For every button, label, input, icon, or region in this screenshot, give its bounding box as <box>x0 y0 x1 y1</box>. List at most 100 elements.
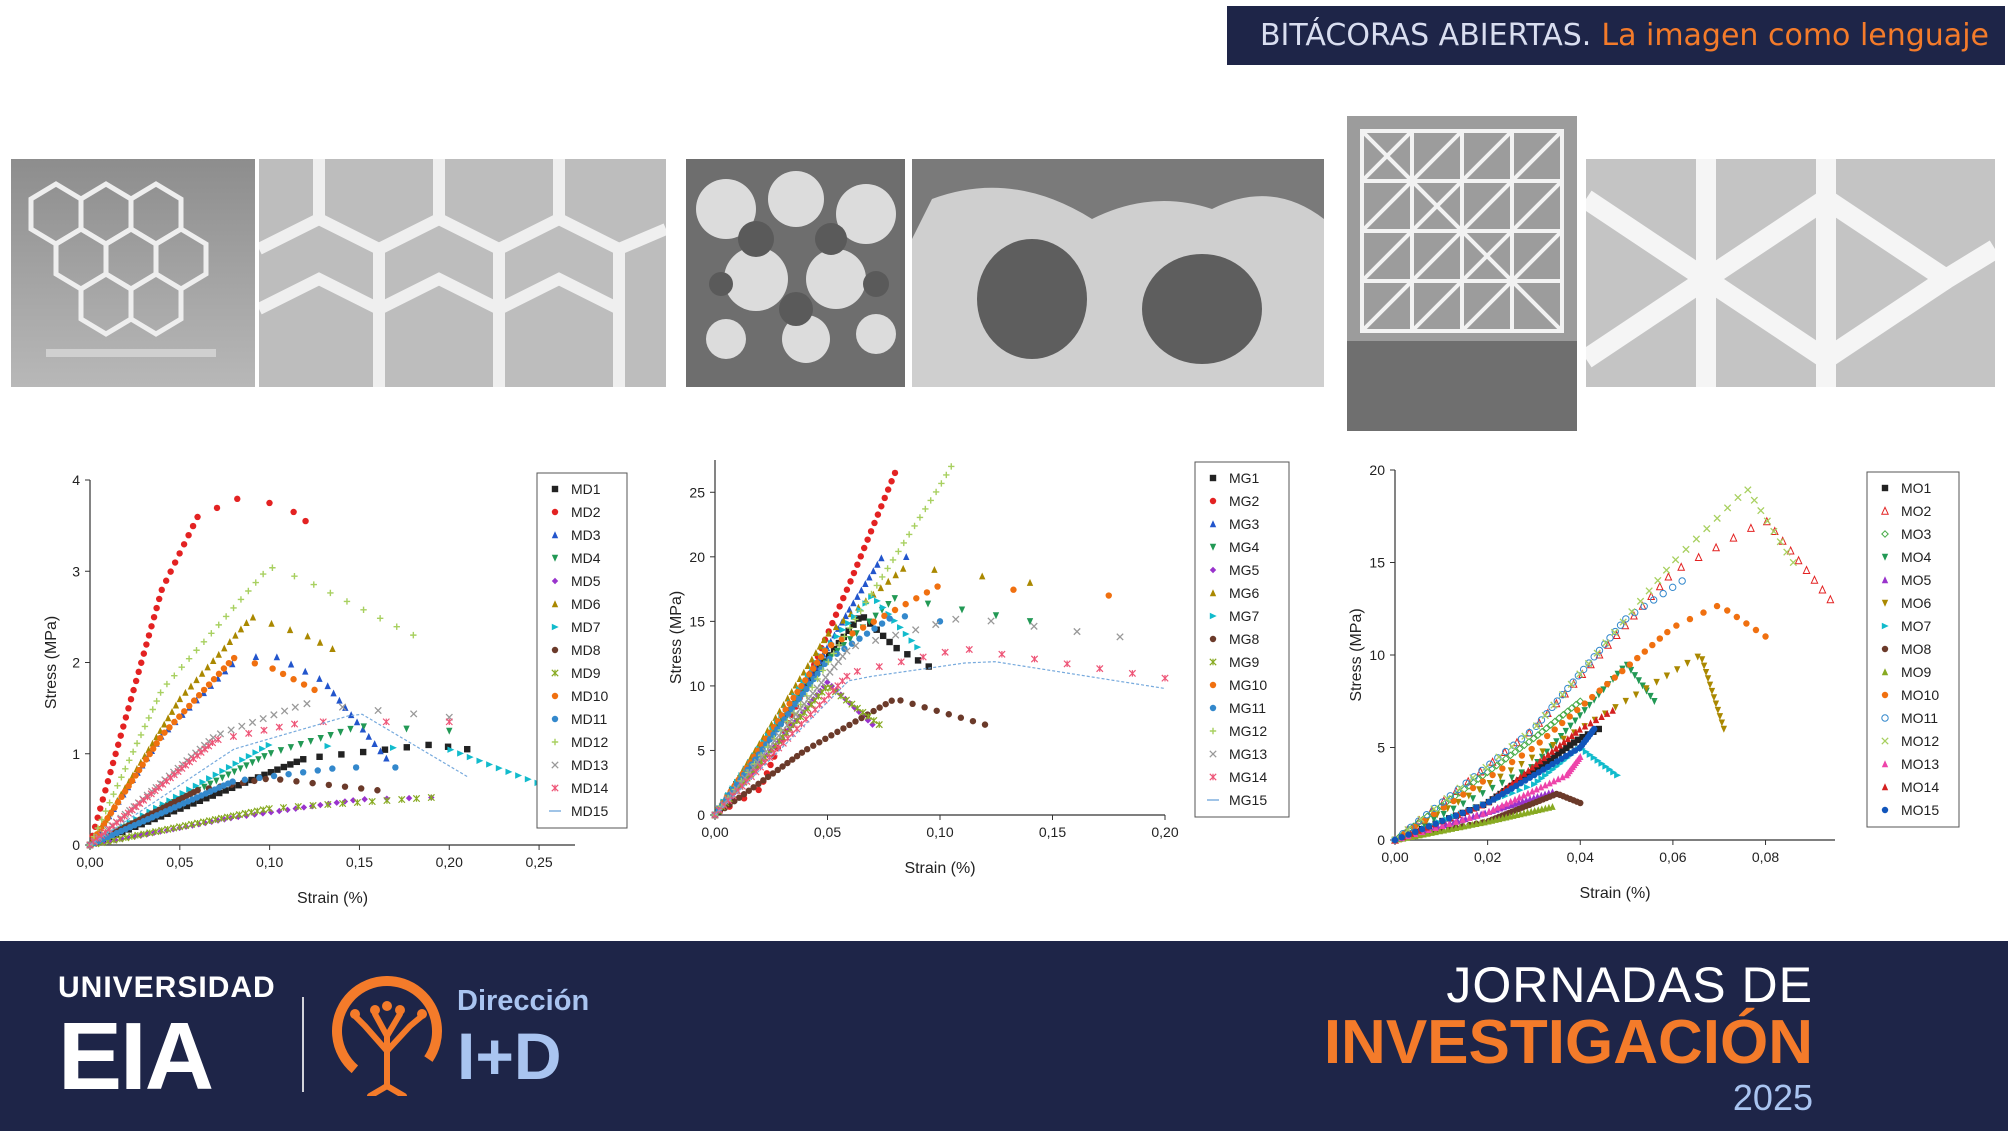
data-point <box>1550 701 1558 709</box>
data-point <box>97 805 104 812</box>
data-point <box>425 741 432 749</box>
data-point <box>172 701 180 709</box>
data-point <box>1432 820 1439 827</box>
data-point <box>992 612 1000 620</box>
data-point <box>1551 726 1558 733</box>
legend-label: MD15 <box>571 803 609 819</box>
data-point <box>235 782 242 789</box>
data-point <box>1430 810 1438 818</box>
data-point <box>341 783 349 790</box>
data-point <box>783 721 792 729</box>
data-point <box>813 659 821 666</box>
data-point <box>1544 751 1552 758</box>
data-point <box>861 544 868 552</box>
data-point <box>222 613 230 620</box>
data-point <box>1564 735 1572 743</box>
data-point <box>1466 807 1473 814</box>
legend-swatch <box>551 577 559 585</box>
photo-gyroid-lattice <box>686 159 905 387</box>
data-point <box>176 550 183 557</box>
data-point <box>1489 771 1496 779</box>
data-point <box>1581 722 1589 730</box>
data-point <box>403 725 410 733</box>
data-point <box>1655 581 1664 591</box>
data-point <box>870 707 877 715</box>
data-point <box>1473 804 1480 811</box>
data-point <box>1492 761 1501 770</box>
data-point <box>769 770 777 777</box>
legend-swatch <box>551 508 559 516</box>
y-tick-label: 10 <box>689 678 705 694</box>
data-point <box>881 612 888 620</box>
legend-swatch <box>1881 530 1889 538</box>
data-point <box>804 694 813 703</box>
y-tick-label: 2 <box>72 655 80 671</box>
data-point <box>194 513 201 521</box>
data-point <box>792 681 799 689</box>
data-point <box>209 792 216 799</box>
data-point <box>1525 728 1534 737</box>
data-point <box>1752 626 1760 634</box>
data-point <box>1010 586 1017 593</box>
data-point <box>1568 732 1575 739</box>
data-point <box>814 670 821 678</box>
data-point <box>1459 815 1466 823</box>
legend-label: MO11 <box>1901 710 1938 726</box>
data-point <box>1635 677 1642 685</box>
data-point <box>1636 597 1645 605</box>
series-md15 <box>89 713 468 846</box>
data-point <box>834 657 843 666</box>
data-point <box>1478 766 1486 775</box>
data-point <box>735 794 743 801</box>
data-point <box>171 672 178 679</box>
data-point <box>238 722 246 730</box>
data-point <box>1698 656 1706 664</box>
data-point <box>1656 635 1664 642</box>
data-point <box>872 612 879 620</box>
data-point <box>1550 717 1559 726</box>
legend-swatch <box>1209 520 1217 528</box>
data-point <box>1789 558 1797 567</box>
data-point <box>190 697 198 704</box>
data-point <box>1469 774 1477 782</box>
legend-swatch <box>1881 506 1889 515</box>
data-point <box>1543 748 1551 756</box>
data-point <box>870 567 877 575</box>
x-tick-label: 0,00 <box>76 854 103 870</box>
data-point <box>1502 754 1510 763</box>
x-tick-label: 0,15 <box>1039 824 1066 840</box>
data-point <box>1746 523 1755 532</box>
data-point <box>848 640 856 647</box>
y-tick-label: 0 <box>1377 832 1385 848</box>
data-point <box>284 806 291 814</box>
data-point <box>879 632 887 640</box>
data-point <box>873 597 881 605</box>
data-point <box>311 686 318 694</box>
data-point <box>290 508 297 516</box>
legend-label: MG3 <box>1229 516 1260 532</box>
data-point <box>1626 661 1633 668</box>
data-point <box>816 739 823 746</box>
data-point <box>948 463 955 470</box>
data-point <box>867 620 874 627</box>
data-point <box>1546 721 1555 729</box>
data-point <box>125 782 132 790</box>
data-point <box>1465 792 1473 800</box>
legend-swatch <box>551 715 559 723</box>
series-mo15 <box>1391 725 1598 844</box>
data-point <box>858 714 865 722</box>
data-point <box>784 711 792 718</box>
data-point <box>874 560 881 568</box>
data-point <box>259 806 267 814</box>
data-point <box>245 752 253 760</box>
data-point <box>194 787 201 794</box>
data-point <box>1486 779 1494 787</box>
data-point <box>190 800 197 807</box>
data-point <box>837 692 845 700</box>
data-point <box>868 590 875 598</box>
legend-swatch <box>551 600 559 608</box>
data-point <box>268 619 275 627</box>
data-point <box>932 620 940 629</box>
data-point <box>237 625 245 633</box>
data-point <box>1479 801 1487 809</box>
